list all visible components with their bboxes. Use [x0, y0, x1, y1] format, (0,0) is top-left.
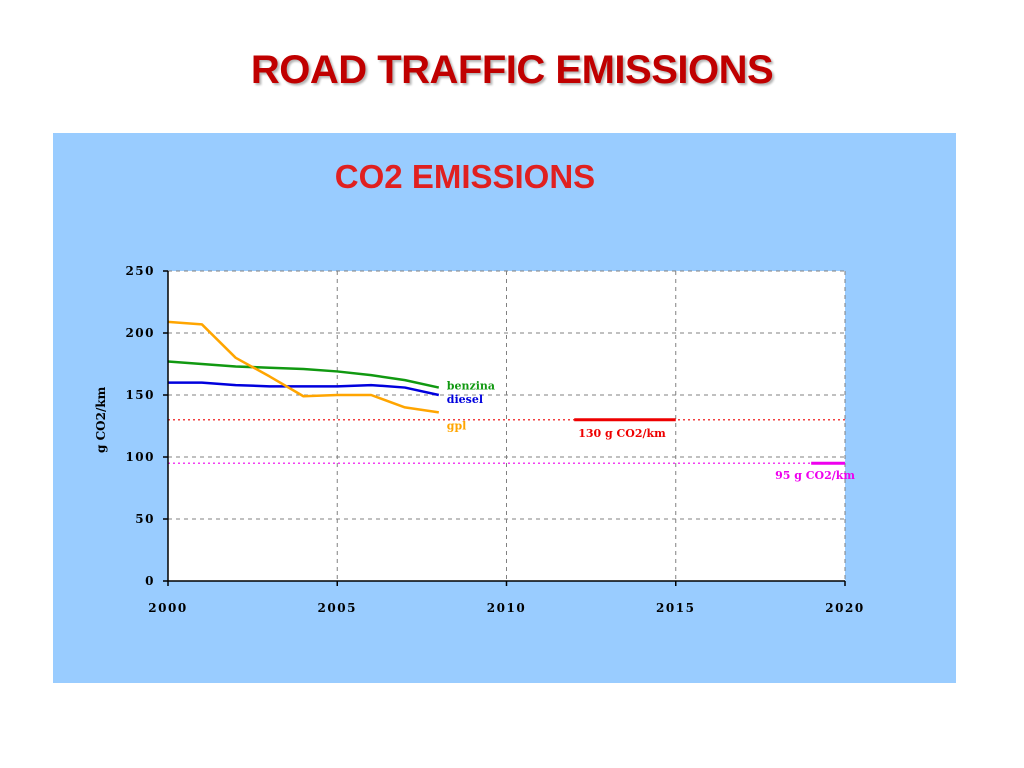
axes: 0 50 100 150 200 250 2000 2005 2010 2015 2020 — [125, 264, 864, 615]
x-tick-label: 2015 — [656, 601, 695, 615]
x-tick-label: 2020 — [825, 601, 864, 615]
co2-line-chart: CO2 EMISSIONS 130 g CO2/km 95 g CO2/km be… — [94, 158, 864, 615]
x-tick-label: 2010 — [487, 601, 526, 615]
slide-title: ROAD TRAFFIC EMISSIONS — [250, 48, 774, 92]
y-tick-label: 150 — [125, 388, 155, 402]
series-line — [167, 320, 439, 414]
series-label: diesel — [447, 393, 483, 406]
x-tick-label: 2000 — [148, 601, 187, 615]
chart-title: CO2 EMISSIONS — [335, 158, 595, 195]
grid-lines — [168, 270, 846, 581]
y-tick-label: 200 — [125, 326, 155, 340]
y-tick-label: 250 — [125, 264, 155, 278]
y-axis-label: g CO2/km — [94, 386, 108, 453]
series-line — [167, 360, 440, 389]
y-tick-label: 0 — [145, 574, 155, 588]
y-tick-label: 100 — [125, 450, 155, 464]
series-label: gpl — [447, 419, 467, 432]
reference-line-label: 130 g CO2/km — [578, 427, 666, 440]
y-tick-label: 50 — [135, 512, 155, 526]
chart-panel: CO2 EMISSIONS 130 g CO2/km 95 g CO2/km be… — [53, 133, 956, 683]
series-label: benzina — [447, 380, 495, 393]
series-line — [168, 381, 440, 397]
x-tick-label: 2005 — [318, 601, 357, 615]
reference-lines: 130 g CO2/km 95 g CO2/km — [168, 418, 855, 482]
reference-line-label: 95 g CO2/km — [775, 469, 855, 482]
